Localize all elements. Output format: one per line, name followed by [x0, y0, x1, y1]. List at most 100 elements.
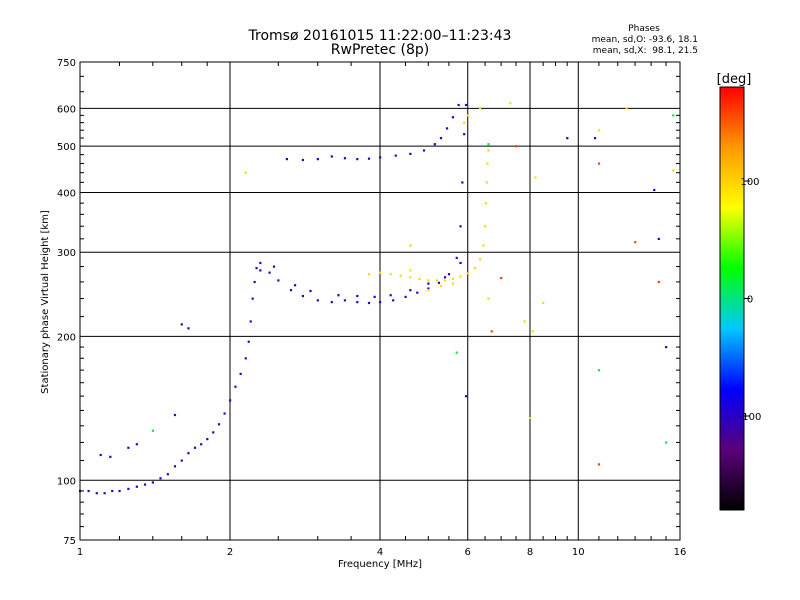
data-point: [95, 492, 98, 495]
data-point: [422, 149, 426, 152]
chart-subtitle: RwPretec (8p): [331, 42, 429, 58]
data-point: [180, 459, 183, 462]
phases-line-x: mean, sd,X: 98.1, 21.5: [593, 46, 698, 56]
data-point: [379, 301, 382, 304]
data-point: [464, 395, 468, 398]
data-point: [87, 489, 90, 493]
data-point: [367, 301, 371, 305]
data-point: [466, 114, 469, 117]
y-tick-label: 200: [57, 332, 76, 343]
x-tick-label: 6: [465, 547, 471, 558]
plot-area: [80, 62, 680, 540]
data-point: [253, 280, 256, 284]
data-point: [597, 162, 601, 165]
data-point: [301, 294, 305, 298]
data-point: [251, 297, 254, 300]
x-axis-label: Frequency [MHz]: [338, 559, 422, 570]
data-point: [173, 413, 177, 417]
data-point: [187, 327, 190, 330]
data-point: [268, 271, 271, 274]
x-tick-label: 2: [227, 547, 233, 558]
colorbar-label: [deg]: [717, 72, 752, 87]
data-point: [356, 158, 359, 161]
data-point: [515, 145, 518, 148]
colorbar-tick-label: 100: [740, 177, 759, 188]
data-point: [309, 289, 312, 293]
data-point: [542, 301, 545, 305]
y-tick-label: 100: [57, 476, 76, 487]
data-point: [244, 357, 247, 360]
data-point: [466, 272, 469, 275]
data-point: [487, 297, 490, 300]
data-point: [433, 143, 436, 146]
data-point: [379, 271, 382, 274]
data-point: [665, 441, 668, 444]
data-point: [239, 372, 242, 376]
data-point: [109, 455, 112, 458]
data-point: [151, 429, 155, 432]
data-point: [356, 301, 359, 304]
data-point: [597, 463, 601, 466]
data-point: [187, 452, 190, 455]
data-point: [625, 107, 628, 110]
data-point: [416, 291, 419, 294]
data-point: [487, 149, 490, 152]
data-point: [143, 483, 147, 486]
y-tick-label: 300: [57, 248, 76, 259]
data-point: [484, 202, 487, 205]
data-point: [672, 114, 675, 117]
data-point: [482, 244, 485, 247]
data-point: [223, 412, 226, 415]
data-point: [259, 261, 262, 265]
x-tick-label: 10: [572, 547, 585, 558]
data-point: [445, 127, 449, 130]
data-point: [409, 152, 412, 155]
data-point: [461, 181, 464, 184]
data-point: [531, 330, 534, 333]
data-point: [597, 129, 601, 132]
data-point: [285, 158, 288, 161]
data-point: [523, 320, 526, 323]
data-point: [229, 399, 232, 402]
data-point: [212, 431, 215, 434]
data-point: [443, 276, 447, 279]
data-point: [427, 289, 430, 292]
data-point: [151, 481, 155, 484]
data-point: [484, 225, 487, 228]
data-point: [367, 157, 371, 160]
data-point: [439, 137, 443, 140]
data-point: [534, 176, 537, 179]
y-tick-label: 500: [57, 142, 76, 153]
data-point: [435, 279, 438, 282]
data-point: [455, 351, 458, 354]
data-point: [343, 299, 347, 302]
data-point: [118, 489, 121, 493]
phases-heading: Phases: [628, 24, 660, 34]
data-point: [657, 280, 660, 284]
data-point: [593, 137, 597, 140]
data-point: [463, 133, 466, 136]
data-point: [457, 103, 460, 107]
data-point: [443, 279, 447, 282]
data-point: [392, 299, 395, 302]
data-point: [234, 385, 237, 388]
data-point: [99, 453, 102, 457]
phases-line-o: mean, sd,O: -93.6, 18.1: [592, 35, 698, 45]
data-point: [159, 477, 162, 480]
axes-layer: 1 2 4 6 8 10 16 75 100 200 300 400 500 600 750: [57, 58, 686, 558]
y-tick-label: 600: [57, 104, 76, 115]
data-point: [206, 437, 209, 441]
data-point: [247, 340, 250, 343]
data-point: [389, 294, 392, 297]
data-point: [437, 281, 441, 284]
data-point: [200, 443, 203, 446]
data-point: [566, 137, 569, 140]
data-point: [479, 258, 482, 261]
data-point: [135, 485, 138, 488]
data-point: [409, 244, 412, 247]
data-point: [343, 157, 347, 160]
data-point: [404, 295, 407, 299]
data-point: [277, 279, 280, 282]
data-point: [657, 237, 660, 241]
data-point: [373, 295, 376, 299]
